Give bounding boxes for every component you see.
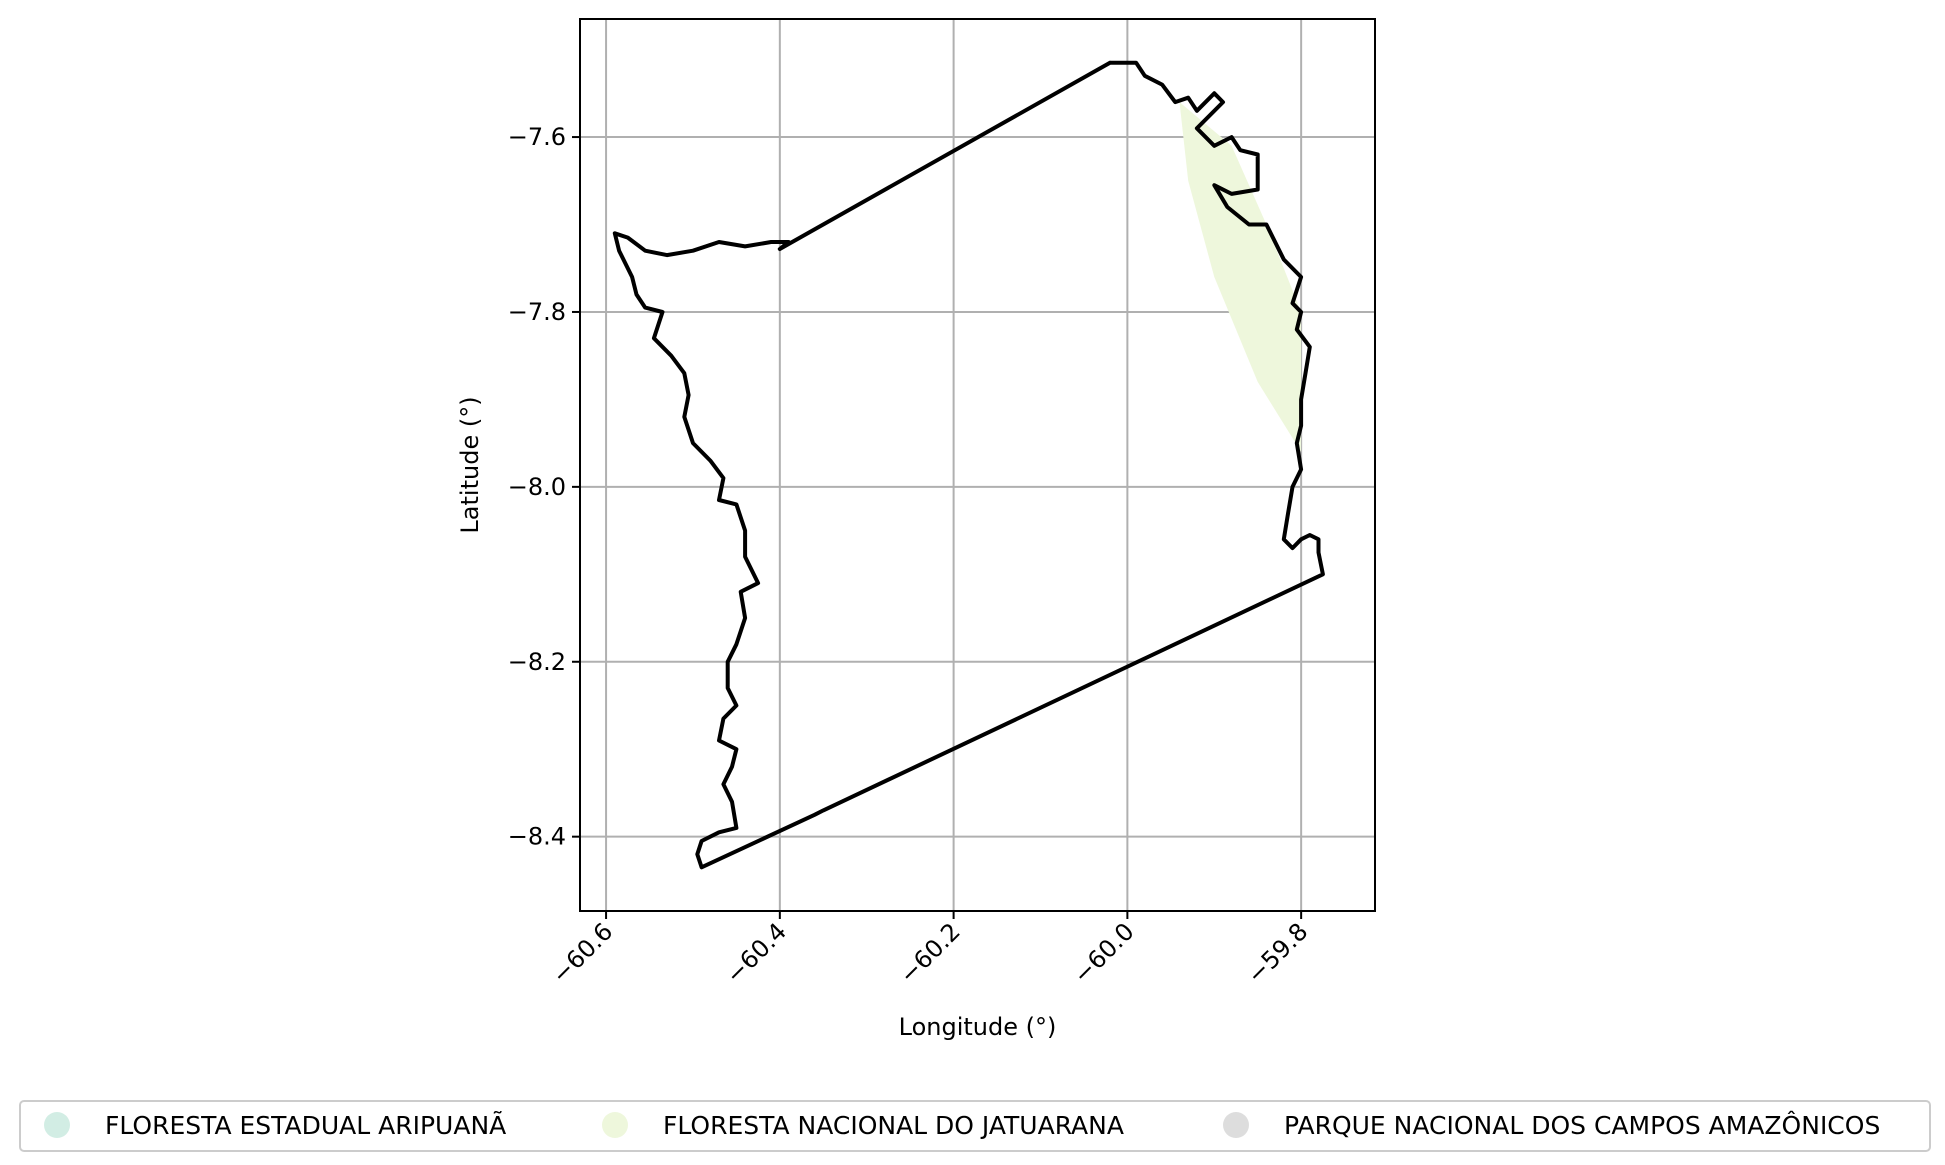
legend-label: FLORESTA NACIONAL DO JATUARANA [663,1111,1124,1140]
y-tick-label: −7.8 [508,298,566,326]
axis-ticks: −60.6 −60.4 −60.2 −60.0 −59.8 −7.6 −7.8 −8.0 −8.… [508,123,1314,989]
axes-frame [579,18,1376,912]
legend-label: PARQUE NACIONAL DOS CAMPOS AMAZÔNICOS [1284,1110,1880,1140]
y-tick-label: −7.6 [508,123,566,151]
legend-item: FLORESTA ESTADUAL ARIPUANÃ [44,1110,506,1140]
legend-marker [44,1112,70,1138]
legend-item: FLORESTA NACIONAL DO JATUARANA [602,1111,1124,1140]
boundary-group [612,60,1325,870]
legend: FLORESTA ESTADUAL ARIPUANÃ FLORESTA NACIO… [19,1100,1931,1152]
x-tick-label: −60.2 [894,917,966,989]
x-tick-label: −60.6 [547,917,619,989]
y-tick-label: −8.4 [508,823,566,851]
protected-area-fills [1179,102,1302,452]
legend-marker [1223,1112,1249,1138]
y-tick-label: −8.0 [508,473,566,501]
legend-marker [602,1112,628,1138]
legend-label: FLORESTA ESTADUAL ARIPUANÃ [105,1110,506,1140]
legend-item: PARQUE NACIONAL DOS CAMPOS AMAZÔNICOS [1223,1110,1880,1140]
x-axis-label: Longitude (°) [899,1013,1057,1041]
legend-box [19,1100,1931,1152]
y-axis-label: Latitude (°) [456,396,484,533]
jatuarana-area [1179,102,1302,452]
boundary-outline [612,60,1325,870]
x-tick-label: −60.0 [1068,917,1140,989]
x-tick-label: −59.8 [1242,917,1314,989]
x-tick-label: −60.4 [720,917,792,989]
y-tick-label: −8.2 [508,648,566,676]
